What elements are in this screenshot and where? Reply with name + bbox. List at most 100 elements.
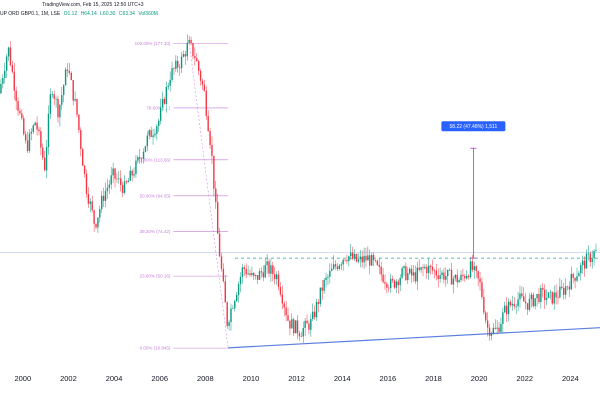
- fib-level-label: 100.00% (177.10): [135, 41, 171, 46]
- candle-body: [336, 266, 339, 269]
- candle-body: [154, 133, 156, 136]
- candle-body: [158, 120, 160, 127]
- candle-body: [562, 288, 565, 295]
- candle-body: [488, 327, 491, 336]
- candle-body: [509, 301, 512, 306]
- candle-body: [407, 273, 409, 281]
- candle-body: [369, 255, 371, 266]
- candle-body: [302, 327, 304, 337]
- candle-body: [40, 131, 42, 148]
- candle-body: [190, 39, 192, 44]
- candle-body: [182, 54, 185, 57]
- candle-body: [196, 58, 198, 62]
- candle-body: [129, 170, 131, 181]
- candle-body: [534, 298, 536, 307]
- candle-body: [329, 270, 331, 277]
- candle-body: [2, 77, 4, 84]
- candle-body: [405, 266, 407, 281]
- candle-body: [230, 308, 232, 323]
- candle-body: [524, 301, 527, 304]
- candle-body: [97, 217, 99, 228]
- candle-body: [289, 320, 291, 329]
- candle-body: [171, 68, 173, 80]
- candle-body: [355, 254, 358, 262]
- candle-body: [180, 56, 183, 69]
- candle-body: [530, 294, 533, 300]
- candle-body: [43, 157, 46, 171]
- candle-body: [429, 265, 432, 267]
- candle-body: [152, 135, 154, 138]
- candle-body: [275, 274, 278, 280]
- candle-body: [59, 104, 61, 118]
- candle-body: [561, 286, 563, 289]
- candle-body: [418, 267, 420, 270]
- candle-body: [167, 85, 169, 87]
- candle-body: [408, 268, 411, 274]
- candle-body: [479, 278, 481, 283]
- candle-body: [547, 292, 550, 299]
- candle-body: [448, 269, 451, 271]
- candle-body: [475, 266, 477, 272]
- candle-body: [568, 286, 571, 290]
- candle-body: [572, 273, 574, 278]
- support-trendline: [228, 327, 600, 349]
- candle-body: [581, 260, 584, 266]
- candle-body: [378, 264, 380, 267]
- candle-body: [194, 56, 196, 59]
- candle-body: [211, 145, 213, 156]
- candle-body: [359, 256, 361, 260]
- close-value: C63.34: [118, 11, 135, 17]
- candle-body: [515, 306, 517, 307]
- x-tick-label: 2006: [151, 374, 168, 383]
- candle-body: [235, 294, 238, 302]
- candle-body: [104, 190, 107, 201]
- low-value: L60.30: [100, 11, 116, 17]
- candle-body: [184, 54, 187, 57]
- symbol-name[interactable]: UP ORD GBP0.1, 1M, LSE: [0, 11, 61, 17]
- x-tick-label: 2010: [243, 374, 260, 383]
- candle-body: [205, 90, 207, 116]
- candle-body: [281, 294, 284, 304]
- candle-body: [5, 56, 8, 71]
- candle-body: [228, 322, 230, 326]
- candle-body: [296, 320, 299, 334]
- candle-body: [403, 266, 405, 269]
- candle-body: [433, 270, 436, 272]
- candle-body: [42, 147, 44, 158]
- x-tick-label: 2004: [106, 374, 123, 383]
- candle-body: [102, 195, 105, 201]
- candle-body: [173, 68, 175, 69]
- candle-body: [203, 84, 206, 91]
- candle-body: [121, 185, 124, 193]
- candle-body: [564, 286, 567, 295]
- candle-body: [523, 296, 525, 302]
- candle-body: [350, 252, 352, 257]
- candle-body: [519, 293, 521, 300]
- candle-body: [159, 107, 162, 121]
- candle-body: [340, 264, 342, 266]
- candle-body: [234, 301, 236, 309]
- candle-body: [61, 95, 63, 105]
- candle-body: [57, 98, 59, 118]
- candle-body: [53, 94, 55, 99]
- candle-body: [591, 258, 593, 263]
- candle-body: [576, 276, 578, 281]
- candle-body: [507, 301, 510, 315]
- candle-body: [376, 260, 379, 265]
- candle-body: [338, 265, 341, 269]
- candle-body: [426, 266, 428, 274]
- candle-body: [312, 311, 314, 320]
- candle-body: [274, 274, 276, 280]
- candle-body: [268, 261, 270, 274]
- candle-body: [422, 267, 424, 269]
- candle-body: [466, 275, 468, 279]
- candle-body: [239, 276, 242, 285]
- candle-body: [454, 274, 457, 279]
- measure-label-bg: [441, 121, 506, 132]
- candle-body: [589, 253, 592, 263]
- candle-body: [277, 274, 280, 287]
- candle-body: [144, 146, 147, 152]
- candle-body: [66, 69, 69, 71]
- candle-body: [237, 284, 240, 295]
